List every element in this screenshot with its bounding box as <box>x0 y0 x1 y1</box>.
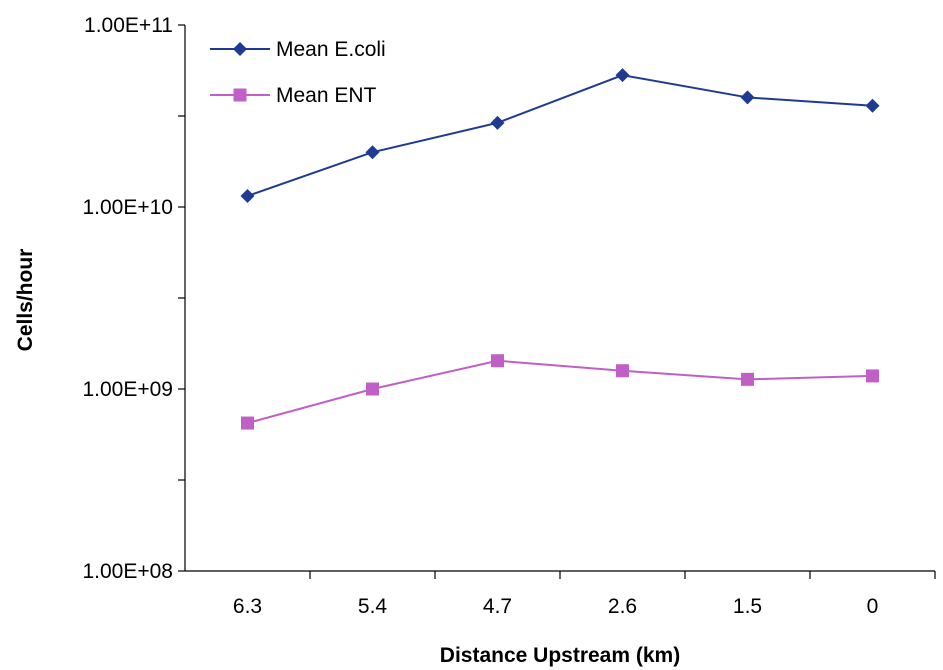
legend-swatch-marker <box>233 42 247 56</box>
data-point <box>490 115 505 130</box>
x-tick-label: 1.5 <box>733 595 762 618</box>
series-ecoli <box>240 68 880 203</box>
series-ent <box>241 354 879 430</box>
data-point <box>865 98 880 113</box>
x-ticks: 6.3 5.4 4.7 2.6 1.5 0 <box>233 571 936 618</box>
y-tick-label: 1.00E+11 <box>84 14 173 37</box>
series-line <box>247 359 873 425</box>
legend-swatch-marker <box>233 88 247 102</box>
y-tick-label: 1.00E+09 <box>82 378 173 401</box>
data-point <box>616 364 629 378</box>
series-layer <box>240 68 880 430</box>
data-point <box>241 416 254 430</box>
x-tick-label: 0 <box>867 595 879 618</box>
data-point <box>866 369 879 383</box>
data-point <box>365 145 380 160</box>
data-point <box>491 354 504 368</box>
data-point <box>740 90 755 105</box>
data-point <box>741 372 754 386</box>
y-tick-label: 1.00E+10 <box>82 196 173 219</box>
x-tick-label: 4.7 <box>483 595 512 618</box>
x-tick-label: 6.3 <box>233 595 262 618</box>
y-tick-label: 1.00E+08 <box>82 560 173 583</box>
legend-item: Mean ENT <box>210 84 377 107</box>
y-ticks: 1.00E+08 1.00E+09 1.00E+10 1.00E+11 <box>82 14 185 583</box>
x-tick-label: 2.6 <box>608 595 637 618</box>
y-axis-title: Cells/hour <box>14 249 37 352</box>
data-point <box>240 188 255 203</box>
legend: Mean E.coli Mean ENT <box>210 38 386 107</box>
legend-item: Mean E.coli <box>210 38 386 61</box>
legend-label: Mean E.coli <box>276 38 386 61</box>
data-point <box>615 68 630 83</box>
series-line <box>247 74 873 197</box>
x-axis-title: Distance Upstream (km) <box>440 644 680 667</box>
legend-label: Mean ENT <box>276 84 377 107</box>
x-tick-label: 5.4 <box>358 595 388 618</box>
data-point <box>366 382 379 396</box>
